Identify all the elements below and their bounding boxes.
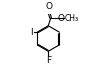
Text: I: I xyxy=(30,28,33,37)
Text: CH₃: CH₃ xyxy=(65,14,79,23)
Text: O: O xyxy=(58,14,65,23)
Text: F: F xyxy=(46,56,51,65)
Text: O: O xyxy=(45,2,52,11)
